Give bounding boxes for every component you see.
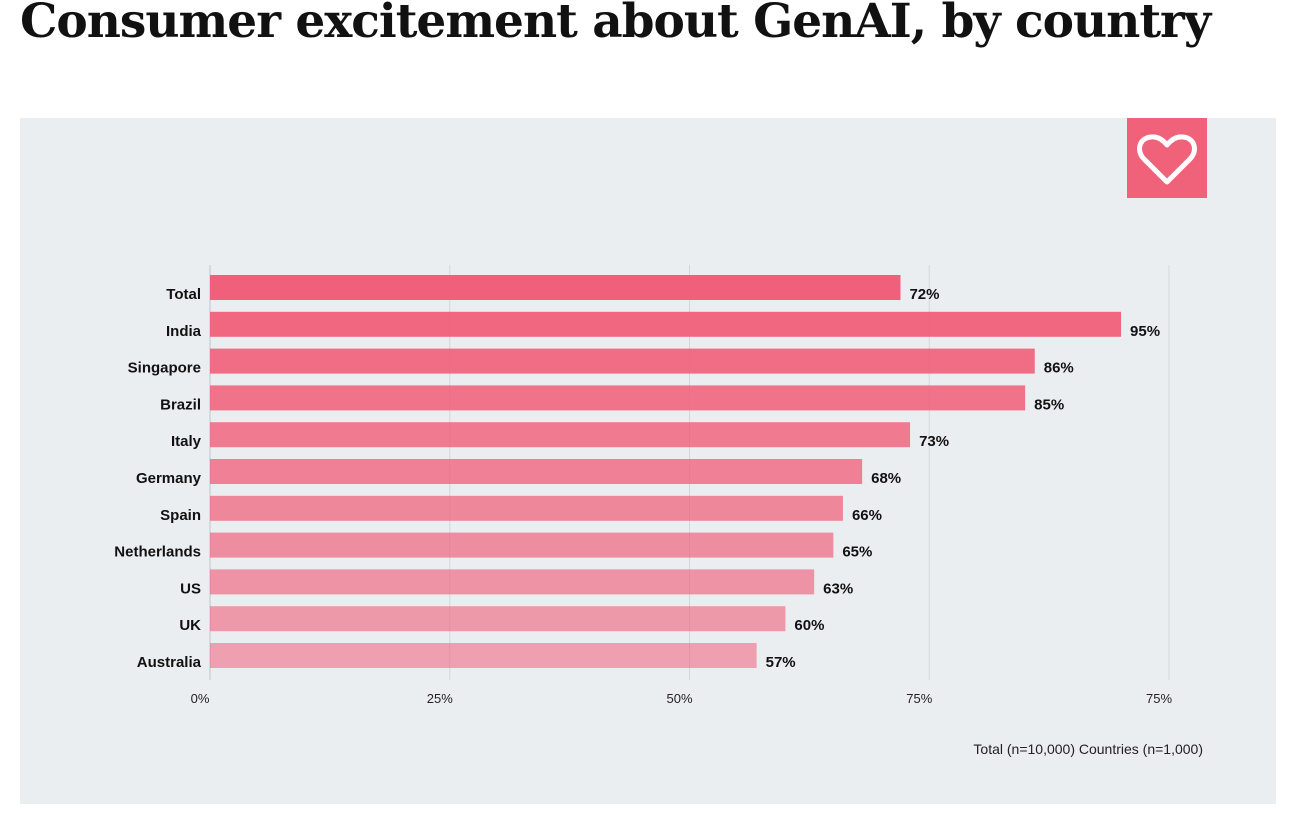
value-label: 73% <box>919 433 949 450</box>
bar <box>210 606 786 632</box>
bar <box>210 643 757 668</box>
x-tick-label: 25% <box>427 691 453 706</box>
heart-icon <box>1127 118 1207 198</box>
bar <box>210 495 843 521</box>
value-label: 85% <box>1034 396 1064 413</box>
x-tick-label: 75% <box>1146 691 1172 706</box>
category-label: US <box>180 580 201 597</box>
category-label: Germany <box>136 470 202 487</box>
value-label: 60% <box>794 617 824 634</box>
footnote: Total (n=10,000) Countries (n=1,000) <box>973 741 1203 757</box>
page-title: Consumer excitement about GenAI, by coun… <box>20 0 1211 49</box>
category-label: Spain <box>160 507 201 524</box>
value-label: 57% <box>766 654 796 671</box>
bar <box>210 385 1026 411</box>
category-label: Singapore <box>128 360 201 377</box>
value-label: 95% <box>1130 323 1160 340</box>
value-label: 66% <box>852 507 882 524</box>
category-label: Brazil <box>160 396 201 413</box>
value-label: 72% <box>909 286 939 303</box>
category-label: UK <box>179 617 201 634</box>
bar <box>210 311 1122 337</box>
value-label: 68% <box>871 470 901 487</box>
value-label: 65% <box>842 544 872 561</box>
category-label: Netherlands <box>114 544 201 561</box>
bar <box>210 532 834 558</box>
bar <box>210 569 815 595</box>
bar <box>210 348 1035 374</box>
category-label: Australia <box>137 654 202 671</box>
value-label: 63% <box>823 580 853 597</box>
value-label: 86% <box>1044 360 1074 377</box>
x-tick-label: 50% <box>666 691 692 706</box>
bar <box>210 275 901 300</box>
category-label: Italy <box>171 433 202 450</box>
x-tick-label: 75% <box>906 691 932 706</box>
category-label: Total <box>166 286 201 303</box>
x-tick-label: 0% <box>191 691 210 706</box>
bar <box>210 422 911 448</box>
bar <box>210 459 863 484</box>
category-label: India <box>166 323 202 340</box>
